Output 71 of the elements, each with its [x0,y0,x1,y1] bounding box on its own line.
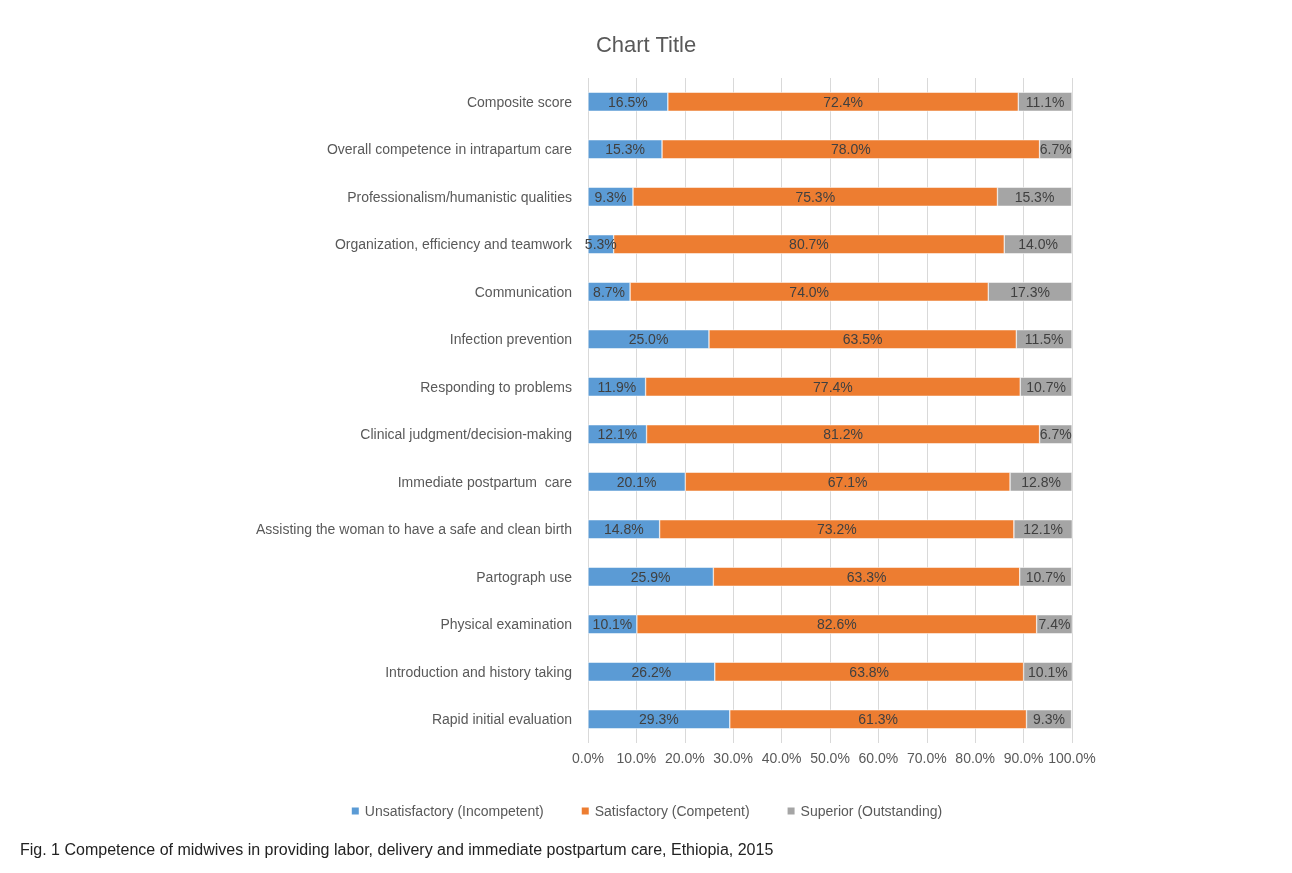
data-label: 63.8% [849,663,890,680]
y-tick-label: Professionalism/humanistic qualities [347,188,572,205]
y-tick-label: Immediate postpartum care [397,473,573,490]
x-tick-label: 100.0% [1048,750,1096,766]
y-tick-label: Composite score [466,93,573,110]
y-tick-label: Communication [474,283,572,300]
data-label: 10.1% [592,616,633,633]
y-tick-label: Responding to problems [420,378,572,395]
data-label: 73.2% [816,521,857,538]
data-label: 12.8% [1021,473,1061,490]
y-tick-label: Assisting the woman to have a safe and clean birth [256,521,572,538]
data-label: 10.7% [1025,568,1066,585]
data-label: 12.1% [1023,521,1063,538]
data-label: 80.7% [789,236,829,253]
data-label: 10.7% [1026,378,1066,395]
x-tick-label: 30.0% [713,750,754,766]
legend-label: Satisfactory (Competent) [594,803,750,819]
data-label: 81.2% [823,426,863,443]
caption: Fig. 1 Competence of midwives in providing labor, delivery and immediate postpartum care, Ethiopia, 2015 [20,840,774,858]
x-tick-label: 10.0% [616,750,657,766]
data-label: 8.7% [593,283,626,300]
x-tick-label: 90.0% [1003,750,1044,766]
data-label: 77.4% [813,378,853,395]
data-label: 11.1% [1025,93,1065,110]
data-label: 61.3% [858,711,899,728]
data-label: 14.0% [1018,236,1058,253]
legend-label: Superior (Outstanding) [800,803,943,819]
x-tick-label: 0.0% [572,750,604,766]
y-tick-label: Rapid initial evaluation [431,711,572,728]
data-label: 6.7% [1039,141,1072,158]
y-tick-label: Overall competence in intrapartum care [326,141,573,158]
y-tick-label: Infection prevention [449,331,572,348]
data-label: 74.0% [789,283,830,300]
x-tick-label: 20.0% [664,750,705,766]
data-label: 10.1% [1028,663,1068,680]
data-label: 72.4% [823,93,863,110]
y-tick-label: Partograph use [476,568,573,585]
data-label: 26.2% [631,663,672,680]
data-label: 9.3% [1033,711,1065,728]
data-label: 29.3% [639,711,679,728]
data-label: 7.4% [1038,616,1071,633]
data-label: 15.3% [1014,188,1055,205]
x-tick-label: 60.0% [858,750,899,766]
chart-title: Chart Title [595,31,697,57]
data-label: 82.6% [816,616,857,633]
data-label: 63.3% [846,568,887,585]
data-label: 11.5% [1024,331,1064,348]
x-tick-label: 50.0% [810,750,850,766]
data-label: 11.9% [597,378,637,395]
y-tick-label: Introduction and history taking [385,663,572,680]
data-label: 6.7% [1039,426,1072,443]
x-tick-label: 70.0% [906,750,947,766]
data-label: 17.3% [1010,283,1050,300]
data-label: 14.8% [603,521,644,538]
data-label: 15.3% [605,141,645,158]
x-tick-label: 80.0% [955,750,996,766]
y-tick-label: Organization, efficiency and teamwork [334,236,573,253]
x-tick-label: 40.0% [761,750,802,766]
legend-label: Unsatisfactory (Incompetent) [364,803,544,819]
data-label: 75.3% [795,188,836,205]
data-label: 16.5% [608,93,648,110]
data-label: 25.9% [630,568,671,585]
data-label: 20.1% [616,473,657,490]
data-label: 9.3% [594,188,627,205]
data-label: 25.0% [628,331,669,348]
data-label: 12.1% [597,426,638,443]
data-label: 67.1% [827,473,868,490]
data-label: 63.5% [842,331,883,348]
y-tick-label: Physical examination [440,616,572,633]
data-label: 78.0% [830,141,871,158]
y-tick-label: Clinical judgment/decision-making [360,426,572,443]
